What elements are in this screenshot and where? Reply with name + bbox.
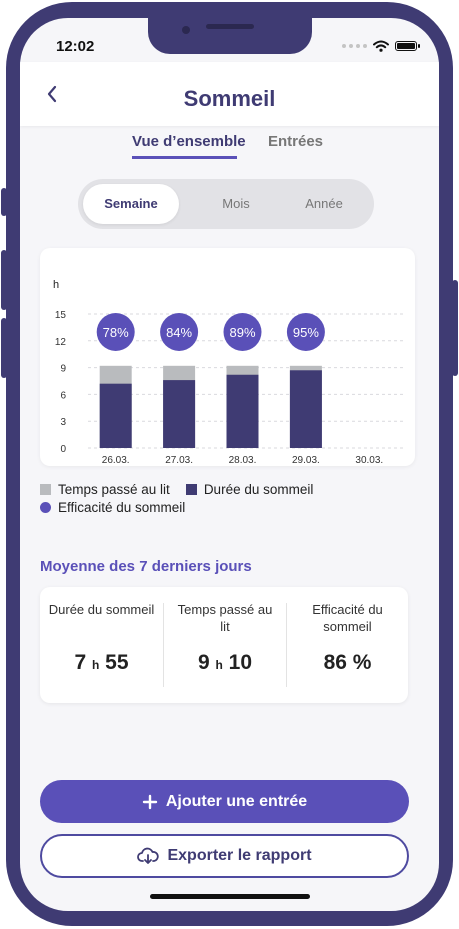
chart-legend: Temps passé au lit Durée du sommeil Effi… <box>40 480 313 516</box>
efficiency-label: 95% <box>293 325 319 340</box>
x-tick-label: 26.03. <box>102 455 130 466</box>
speaker <box>206 24 254 29</box>
plus-icon <box>142 794 158 809</box>
stat-value: 86 % <box>323 651 372 674</box>
screen: 12:02 Sommeil Vue d’ensemble Entrées Sem… <box>20 18 439 911</box>
efficiency-label: 89% <box>229 325 255 340</box>
view-tabs: Vue d’ensemble Entrées <box>20 133 439 173</box>
y-tick-label: 0 <box>60 444 66 455</box>
y-tick-label: 6 <box>60 390 66 401</box>
phone-side-button <box>452 280 458 376</box>
stat-divider <box>163 603 164 687</box>
stat-divider <box>286 603 287 687</box>
y-tick-label: 9 <box>60 364 66 375</box>
battery-icon <box>395 41 420 51</box>
tab-overview[interactable]: Vue d’ensemble <box>132 133 246 150</box>
legend-efficiency: Efficacité du sommeil <box>58 499 186 515</box>
period-month[interactable]: Mois <box>222 196 250 211</box>
page-title: Sommeil <box>183 86 276 111</box>
efficiency-bubble <box>160 313 199 351</box>
add-entry-button[interactable]: Ajouter une entrée <box>40 780 409 823</box>
y-tick-label: 3 <box>60 417 66 428</box>
period-year[interactable]: Année <box>305 196 343 211</box>
y-tick-label: 15 <box>55 310 67 321</box>
efficiency-bubble <box>223 313 262 351</box>
wifi-icon <box>373 40 389 52</box>
export-report-label: Exporter le rapport <box>167 847 312 864</box>
x-tick-label: 27.03. <box>165 455 193 466</box>
legend-swatch-time-in-bed <box>40 483 51 495</box>
period-week[interactable]: Semaine <box>83 184 179 224</box>
stat-label: Durée du sommeil <box>48 602 155 617</box>
stat-label: Temps passé au lit <box>177 602 273 634</box>
x-tick-label: 28.03. <box>229 455 257 466</box>
sleep-chart: h 0 3 6 9 12 15 78% 26.03. 84% 27.03. 89% 28.03. 95% 2… <box>53 279 405 466</box>
signal-icon <box>342 44 367 48</box>
active-tab-indicator <box>132 156 237 159</box>
stat-label: Efficacité du sommeil <box>312 602 383 634</box>
stat-sleep-duration: Durée du sommeil 7 h 55 <box>40 587 163 703</box>
phone-side-button <box>1 188 7 216</box>
x-tick-label: 29.03. <box>292 455 320 466</box>
bar-sleep-duration <box>163 380 196 448</box>
efficiency-label: 78% <box>103 325 129 340</box>
tab-entries[interactable]: Entrées <box>268 133 324 150</box>
period-selector: Semaine Mois Année <box>78 179 374 229</box>
stat-value: 7 h 55 <box>74 651 129 674</box>
status-time: 12:02 <box>56 38 95 55</box>
phone-side-button <box>1 318 7 378</box>
status-icons <box>342 40 420 52</box>
bar-sleep-duration <box>289 370 322 448</box>
y-tick-label: 12 <box>55 337 67 348</box>
legend-time-in-bed: Temps passé au lit <box>58 481 170 497</box>
average-title: Moyenne des 7 derniers jours <box>40 558 252 575</box>
notch <box>148 18 312 54</box>
add-entry-label: Ajouter une entrée <box>165 792 308 810</box>
y-axis-label: h <box>53 279 59 291</box>
stat-time-in-bed: Temps passé au lit 9 h 10 <box>164 587 286 703</box>
efficiency-bubble <box>286 313 325 351</box>
efficiency-bubble <box>96 313 135 351</box>
export-report-button[interactable]: Exporter le rapport <box>40 834 409 878</box>
chevron-left-icon <box>47 85 57 103</box>
efficiency-label: 84% <box>166 325 192 340</box>
legend-swatch-sleep-duration <box>185 483 197 495</box>
stat-value: 9 h 10 <box>197 651 253 674</box>
stat-efficiency: Efficacité du sommeil 86 % <box>287 587 408 703</box>
legend-sleep-duration: Durée du sommeil <box>203 481 314 497</box>
camera <box>182 26 190 34</box>
legend-swatch-efficiency <box>40 501 51 513</box>
cloud-download-icon <box>137 847 160 864</box>
sleep-chart-card: h 0 3 6 9 12 15 78% 26.03. 84% 27.03. 89% 28.03. 95% 2… <box>40 248 415 466</box>
bar-sleep-duration <box>226 374 259 448</box>
average-stats-card: Durée du sommeil 7 h 55 Temps passé au l… <box>40 587 408 703</box>
phone-side-button <box>1 250 7 310</box>
bar-sleep-duration <box>99 383 132 448</box>
x-tick-label: 30.03. <box>355 455 383 466</box>
header: Sommeil <box>20 62 439 126</box>
home-indicator <box>150 894 310 899</box>
